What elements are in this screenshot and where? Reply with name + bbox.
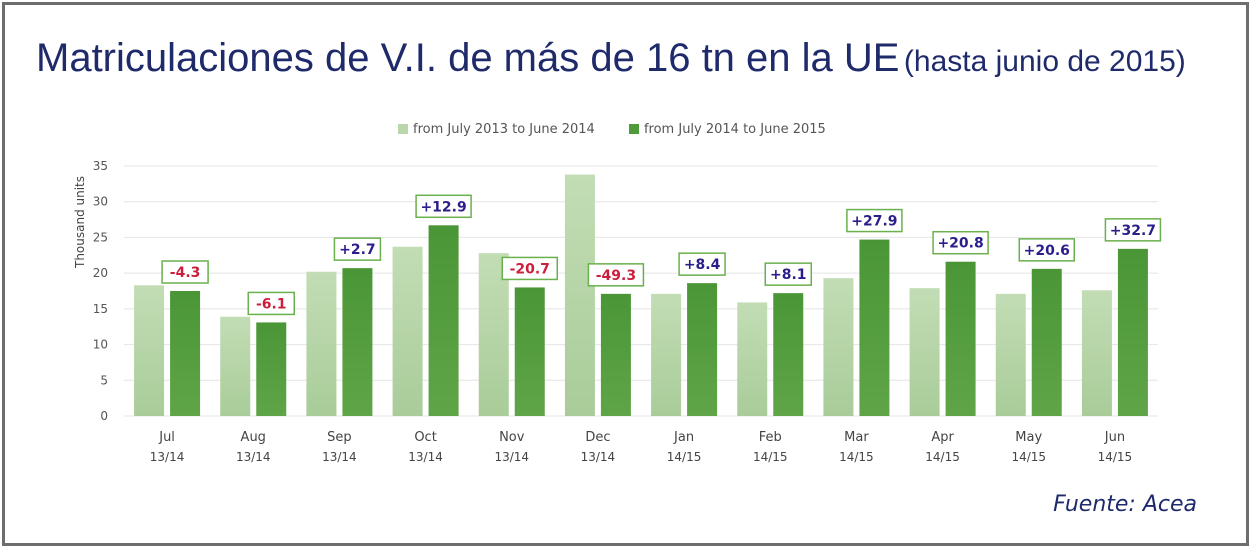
legend-item-series-2: from July 2014 to June 2015 <box>628 122 826 137</box>
bar-series-1 <box>134 285 165 416</box>
bar-series-1 <box>564 174 595 416</box>
y-tick-label: 30 <box>93 195 108 209</box>
x-tick-period-label: 13/14 <box>408 450 443 464</box>
y-tick-label: 10 <box>93 338 108 352</box>
x-tick-label: Feb <box>759 430 782 445</box>
change-label: +32.7 <box>1110 223 1156 239</box>
bar-series-1 <box>306 271 337 416</box>
x-tick-label: May <box>1015 430 1042 445</box>
change-label: +2.7 <box>339 242 376 258</box>
change-label-box <box>764 262 812 286</box>
bar-series-1 <box>823 278 854 416</box>
change-label-box <box>932 230 989 255</box>
bar-series-2 <box>342 268 373 416</box>
change-label-box <box>161 260 209 284</box>
y-axis-label: Thousand units <box>73 176 87 269</box>
y-tick-label: 5 <box>100 373 108 387</box>
x-tick-label: Oct <box>414 430 436 445</box>
bar-series-1 <box>392 246 423 416</box>
x-tick-period-label: 14/15 <box>753 450 788 464</box>
y-tick-label: 15 <box>93 302 108 316</box>
y-tick-label: 0 <box>100 409 108 423</box>
bar-series-2 <box>1117 248 1148 416</box>
change-label: +8.4 <box>684 257 721 273</box>
x-tick-label: Jun <box>1104 430 1125 445</box>
x-tick-label: Jul <box>158 430 175 445</box>
bar-series-1 <box>995 293 1026 416</box>
legend-item-series-1: from July 2013 to June 2014 <box>398 122 595 137</box>
x-tick-period-label: 13/14 <box>236 450 271 464</box>
bar-series-2 <box>1031 268 1062 416</box>
x-tick-label: Dec <box>585 430 610 445</box>
chart-title-main: Matriculaciones de V.I. de más de 16 tn … <box>36 36 900 80</box>
y-tick-label: 35 <box>93 159 108 173</box>
x-tick-period-label: 14/15 <box>925 450 960 464</box>
bar-series-2 <box>859 239 890 416</box>
change-label: -4.3 <box>170 265 201 281</box>
change-label-box <box>846 208 903 233</box>
bar-series-2 <box>514 287 545 416</box>
change-label-box <box>333 237 382 261</box>
bar-series-2 <box>945 261 976 416</box>
legend-swatch-series-1 <box>398 124 408 134</box>
legend-label-series-2: from July 2014 to June 2015 <box>643 122 826 137</box>
change-label: +27.9 <box>851 214 897 230</box>
y-tick-label: 20 <box>93 266 108 280</box>
chart-title-sub: (hasta junio de 2015) <box>903 45 1186 78</box>
chart-legend: from July 2013 to June 2014 from July 20… <box>398 122 856 137</box>
bar-series-1 <box>737 302 768 416</box>
x-tick-period-label: 14/15 <box>839 450 874 464</box>
bar-series-2 <box>256 322 287 416</box>
x-tick-label: Jan <box>673 430 694 445</box>
bar-series-2 <box>687 283 718 416</box>
bar-series-1 <box>478 253 509 416</box>
change-label-box <box>1104 218 1162 242</box>
change-label: +20.6 <box>1024 243 1070 259</box>
change-label-box <box>247 291 295 316</box>
x-tick-label: Sep <box>327 430 352 445</box>
x-tick-period-label: 13/14 <box>494 450 529 464</box>
change-label: -49.3 <box>596 268 636 284</box>
x-tick-period-label: 13/14 <box>322 450 357 464</box>
change-label: -20.7 <box>510 261 550 277</box>
change-label: -6.1 <box>256 296 287 312</box>
change-label: +12.9 <box>420 199 466 215</box>
change-label-box <box>1018 238 1075 262</box>
change-label-box <box>501 256 558 281</box>
bar-series-2 <box>428 225 459 416</box>
bar-series-2 <box>600 293 631 416</box>
x-tick-period-label: 14/15 <box>1098 450 1133 464</box>
bar-series-1 <box>909 288 940 416</box>
change-label-box <box>587 263 645 287</box>
x-tick-period-label: 14/15 <box>1011 450 1046 464</box>
x-tick-label: Nov <box>499 430 525 445</box>
change-label-box <box>415 194 472 219</box>
change-label: +20.8 <box>937 236 983 252</box>
x-tick-label: Mar <box>844 430 869 445</box>
y-tick-label: 25 <box>93 230 108 244</box>
change-label: +8.1 <box>770 267 807 283</box>
chart-title: Matriculaciones de V.I. de más de 16 tn … <box>36 36 1186 81</box>
legend-swatch-series-2 <box>628 124 639 134</box>
bar-series-1 <box>220 316 251 416</box>
bar-series-1 <box>651 293 682 416</box>
bar-series-2 <box>773 293 804 416</box>
change-label-box <box>678 252 726 276</box>
x-tick-period-label: 14/15 <box>667 450 702 464</box>
x-tick-period-label: 13/14 <box>150 450 185 464</box>
x-tick-label: Aug <box>241 430 266 445</box>
legend-label-series-1: from July 2013 to June 2014 <box>413 122 595 137</box>
bar-series-2 <box>170 291 201 416</box>
x-tick-period-label: 13/14 <box>581 450 616 464</box>
bar-series-1 <box>1081 290 1112 416</box>
source-note: Fuente: Acea <box>1053 492 1197 517</box>
x-tick-label: Apr <box>931 430 954 445</box>
